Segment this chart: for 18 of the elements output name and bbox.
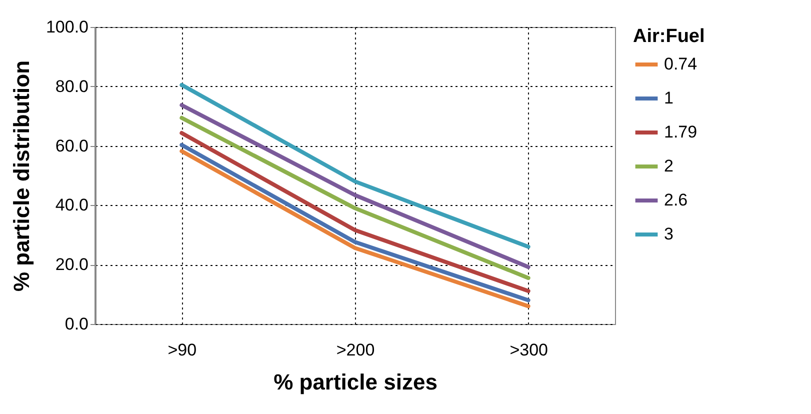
x-tick-label: >200 (336, 340, 375, 360)
legend-label: 1 (664, 88, 674, 108)
y-tick-label: 80.0 (55, 76, 88, 96)
y-tick-label: 100.0 (46, 18, 88, 36)
y-tick-label: 20.0 (55, 255, 88, 274)
x-tick-label: >90 (168, 340, 197, 360)
legend-label: 2.6 (664, 190, 688, 210)
x-tick-label: >300 (510, 340, 548, 360)
y-tick-label: 60.0 (55, 136, 88, 156)
y-axis-title: % particle distribution (8, 60, 34, 292)
y-tick-label: 0.0 (64, 314, 88, 334)
y-tick-label: 40.0 (55, 196, 88, 215)
legend-label: 1.79 (664, 122, 698, 142)
x-axis-title: % particle sizes (274, 370, 438, 394)
legend-label: 3 (664, 224, 674, 244)
legend-title: Air:Fuel (633, 26, 705, 47)
legend-label: 0.74 (664, 54, 698, 74)
legend-label: 2 (664, 156, 674, 176)
